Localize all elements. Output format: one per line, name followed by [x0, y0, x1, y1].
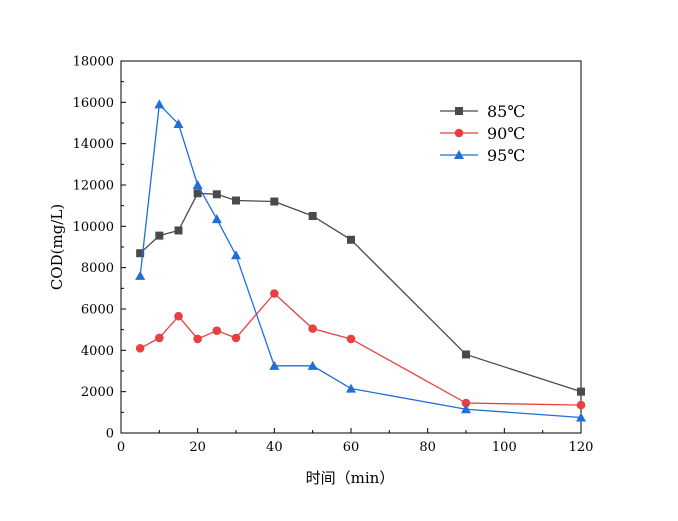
data-point — [174, 226, 183, 235]
y-axis-title: COD(mg/L) — [48, 204, 66, 290]
x-axis-title: 时间（min） — [306, 469, 395, 487]
series-1 — [136, 189, 585, 396]
data-point — [155, 231, 164, 240]
data-point — [193, 334, 202, 344]
y-tick-label: 10000 — [73, 220, 114, 235]
data-point — [308, 324, 317, 333]
data-point — [347, 235, 355, 244]
data-point — [211, 214, 222, 224]
series-layer — [135, 99, 586, 422]
x-tick-label: 60 — [343, 440, 360, 455]
y-tick-label: 6000 — [81, 303, 114, 318]
y-tick-label: 2000 — [81, 385, 114, 400]
data-point — [231, 250, 241, 260]
x-tick-label: 100 — [492, 440, 517, 455]
legend-marker — [455, 107, 463, 115]
data-point — [135, 343, 145, 353]
y-tick-label: 4000 — [81, 344, 114, 359]
legend-label: 90℃ — [487, 124, 525, 143]
axes: 0 20 40 60 80 100 120 0 2000 4000 6000 8000 10000 120… — [73, 55, 594, 456]
data-point — [212, 326, 222, 336]
x-tick-label: 120 — [569, 440, 594, 455]
x-tick-label: 0 — [117, 440, 125, 455]
series-3 — [135, 99, 586, 422]
data-point — [576, 412, 586, 422]
series-line — [139, 292, 582, 406]
data-point — [212, 190, 221, 199]
data-point — [270, 289, 279, 298]
y-tick-label: 12000 — [73, 179, 114, 194]
y-tick-label: 18000 — [73, 55, 114, 70]
data-point — [462, 350, 470, 359]
x-tick-label: 20 — [189, 440, 206, 455]
data-point — [231, 333, 241, 343]
data-point — [136, 249, 145, 258]
data-point — [135, 270, 146, 280]
y-tick-label: 0 — [106, 427, 114, 442]
y-tick-label: 8000 — [81, 261, 114, 276]
x-tick-label: 80 — [419, 440, 436, 455]
legend-marker — [454, 150, 464, 159]
legend-label: 95℃ — [487, 146, 525, 165]
legend-item: 95℃ — [440, 146, 525, 165]
data-point — [346, 383, 356, 393]
x-tick-label: 40 — [266, 440, 283, 455]
data-point — [576, 400, 586, 410]
data-point — [173, 119, 184, 129]
y-tick-label: 14000 — [73, 137, 114, 152]
legend: 85℃ 90℃ 95℃ — [440, 102, 525, 165]
series-line — [139, 192, 582, 393]
data-point — [174, 311, 183, 321]
data-point — [269, 360, 280, 370]
data-point — [461, 398, 471, 408]
data-point — [308, 212, 317, 220]
legend-item: 85℃ — [440, 102, 525, 121]
y-tick-label: 16000 — [73, 96, 114, 111]
data-point — [193, 189, 202, 198]
series-2 — [135, 289, 586, 410]
data-point — [155, 333, 164, 343]
data-point — [192, 180, 203, 189]
legend-label: 85℃ — [487, 102, 525, 121]
legend-marker — [454, 128, 464, 138]
data-point — [307, 360, 318, 370]
data-point — [346, 334, 356, 344]
data-point — [232, 196, 240, 205]
legend-item: 90℃ — [440, 124, 525, 143]
data-point — [270, 197, 279, 206]
data-point — [154, 99, 165, 109]
data-point — [461, 404, 471, 414]
data-point — [577, 387, 585, 396]
